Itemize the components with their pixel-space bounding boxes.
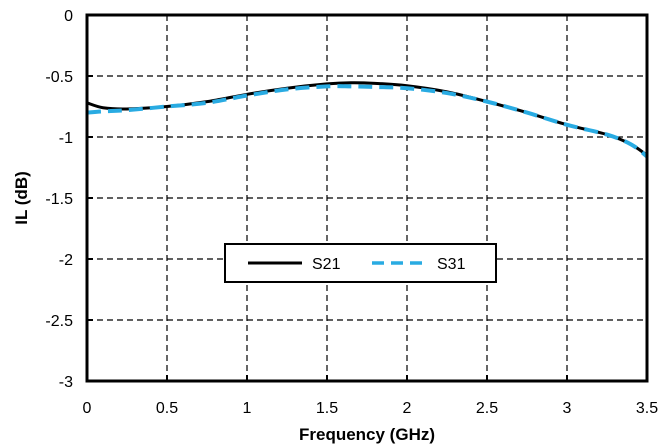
x-tick-label: 2.5 [476, 400, 498, 417]
y-tick-labels: 0 -0.5 -1 -1.5 -2 -2.5 -3 [45, 8, 73, 391]
x-tick-label: 1.5 [316, 400, 338, 417]
series-line-s31 [86, 84, 649, 159]
x-tick-label: 0.5 [156, 400, 178, 417]
legend-label-s31: S31 [437, 256, 466, 273]
legend-label-s21: S21 [312, 256, 341, 273]
x-tick-label: 3.5 [636, 400, 658, 417]
x-tick-label: 2 [403, 400, 412, 417]
y-tick-label: -1.5 [45, 191, 73, 208]
x-tick-labels: 0 0.5 1 1.5 2 2.5 3 3.5 [83, 400, 659, 417]
legend: S21 S31 [224, 243, 497, 283]
y-tick-label: -3 [59, 374, 73, 391]
x-axis-title: Frequency (GHz) [299, 425, 435, 444]
plot-frame [85, 13, 649, 383]
y-tick-label: 0 [64, 8, 73, 25]
y-tick-label: -1 [59, 130, 73, 147]
y-axis-title: IL (dB) [12, 171, 31, 225]
y-tick-label: -0.5 [45, 69, 73, 86]
x-tick-label: 3 [563, 400, 572, 417]
y-tick-label: -2.5 [45, 313, 73, 330]
grid-lines [87, 15, 647, 381]
x-tick-label: 0 [83, 400, 92, 417]
y-tick-label: -2 [59, 252, 73, 269]
x-tick-label: 1 [243, 400, 252, 417]
series-layer [86, 81, 649, 159]
